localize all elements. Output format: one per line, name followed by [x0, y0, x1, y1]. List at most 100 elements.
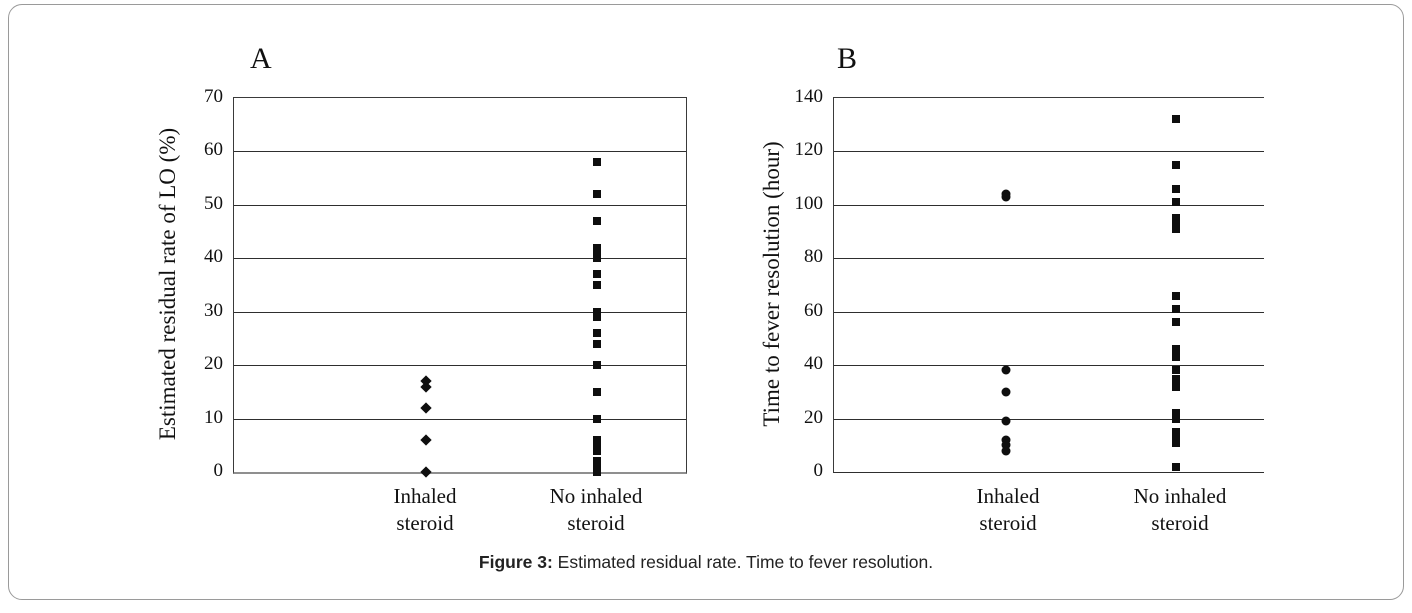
gridline-y-40 — [834, 365, 1264, 367]
gridline-y-10 — [234, 418, 686, 420]
data-point-diamond — [420, 402, 432, 414]
gridline-y-30 — [234, 311, 686, 313]
data-point-square — [1171, 409, 1180, 418]
figure-caption: Figure 3: Estimated residual rate. Time … — [0, 552, 1412, 573]
data-point-square — [1171, 115, 1180, 124]
category-label-line: steroid — [979, 511, 1037, 535]
data-point-circle — [1001, 446, 1011, 456]
data-point-square — [1171, 305, 1180, 314]
category-label-line: steroid — [1151, 511, 1209, 535]
data-point-circle — [1001, 416, 1011, 426]
panel-a-y-axis-title: Estimated residual rate of LO (%) — [155, 127, 180, 441]
data-point-square — [1171, 427, 1180, 436]
data-point-square — [592, 281, 601, 289]
data-point-square — [1171, 353, 1180, 362]
data-point-square — [592, 339, 601, 348]
y-tick-label-60: 60 — [804, 299, 823, 321]
data-point-square — [592, 387, 601, 396]
y-tick-label-10: 10 — [204, 406, 223, 428]
category-label-line: steroid — [567, 511, 625, 535]
data-point-square — [592, 441, 601, 450]
y-tick-label-120: 120 — [794, 139, 824, 161]
y-tick-label-80: 80 — [804, 246, 823, 268]
panel-a-category-no-inhaled-steroid: No inhaled steroid — [521, 483, 671, 537]
y-tick-label-70: 70 — [204, 86, 223, 107]
category-label-line: No inhaled — [1133, 484, 1227, 508]
y-tick-label-40: 40 — [204, 246, 223, 268]
category-label-line: No inhaled — [549, 484, 643, 508]
panel-b-category-no-inhaled-steroid: No inhaled steroid — [1105, 483, 1255, 537]
data-point-diamond — [420, 434, 432, 446]
data-point-square — [1171, 345, 1180, 354]
data-point-square — [1171, 198, 1180, 207]
data-point-square — [592, 435, 601, 444]
data-point-circle — [1001, 440, 1011, 450]
y-tick-label-0: 0 — [813, 460, 824, 481]
data-point-circle — [1001, 365, 1011, 375]
data-point-square — [592, 307, 601, 316]
data-point-square — [1171, 224, 1180, 233]
panel-b-category-inhaled-steroid: Inhaled steroid — [933, 483, 1083, 537]
gridline-y-100 — [834, 204, 1264, 206]
panel-a-plot-area — [233, 97, 687, 478]
data-point-circle — [1001, 435, 1011, 445]
gridline-y-80 — [834, 258, 1264, 260]
data-point-square — [1171, 160, 1180, 169]
data-point-square — [1171, 184, 1180, 193]
data-point-square — [1171, 438, 1180, 447]
data-point-square — [592, 446, 601, 455]
data-point-square — [592, 457, 601, 466]
data-point-square — [1171, 374, 1180, 383]
category-label-line: steroid — [396, 511, 454, 535]
data-point-square — [592, 216, 601, 225]
data-point-square — [1171, 219, 1180, 228]
data-point-square — [1171, 462, 1180, 471]
y-tick-label-50: 50 — [204, 192, 223, 214]
gridline-y-20 — [834, 418, 1264, 420]
gridline-y-60 — [234, 151, 686, 153]
y-tick-label-40: 40 — [804, 353, 823, 375]
panel-a-category-inhaled-steroid: Inhaled steroid — [350, 483, 500, 537]
gridline-y-20 — [234, 365, 686, 367]
caption-text: Estimated residual rate. Time to fever r… — [552, 552, 934, 572]
y-tick-label-20: 20 — [804, 406, 823, 428]
data-point-square — [1171, 382, 1180, 391]
y-tick-label-100: 100 — [794, 192, 824, 214]
gridline-y-50 — [234, 204, 686, 206]
y-tick-label-30: 30 — [204, 299, 223, 321]
data-point-square — [592, 243, 601, 252]
data-point-square — [1171, 366, 1180, 375]
data-point-square — [1171, 214, 1180, 223]
y-tick-label-60: 60 — [204, 139, 223, 161]
y-tick-label-140: 140 — [794, 86, 824, 107]
gridline-y-120 — [834, 151, 1264, 153]
y-tick-label-20: 20 — [204, 353, 223, 375]
data-point-square — [592, 248, 601, 257]
category-label-line: Inhaled — [393, 484, 457, 508]
data-point-square — [1171, 318, 1180, 327]
data-point-circle — [1001, 387, 1011, 397]
panel-a-letter: A — [250, 42, 272, 75]
caption-figure-number: Figure 3: — [478, 552, 553, 572]
panel-b-plot-area — [833, 97, 1264, 473]
data-point-square — [592, 190, 601, 199]
gridline-y-60 — [834, 311, 1264, 313]
panel-b-y-axis-title: Time to fever resolution (hour) — [759, 141, 784, 427]
data-point-square — [592, 468, 601, 476]
data-point-square — [592, 313, 601, 322]
data-point-square — [592, 254, 601, 263]
y-tick-label-0: 0 — [213, 460, 224, 481]
gridline-y-40 — [234, 258, 686, 260]
data-point-square — [592, 158, 601, 167]
data-point-square — [1171, 433, 1180, 442]
category-label-line: Inhaled — [976, 484, 1040, 508]
panel-b-letter: B — [837, 42, 858, 75]
data-point-square — [592, 270, 601, 279]
data-point-square — [592, 414, 601, 423]
data-point-square — [1171, 291, 1180, 300]
data-point-square — [592, 329, 601, 338]
data-point-square — [1171, 414, 1180, 423]
data-point-square — [592, 462, 601, 471]
data-point-circle — [1001, 192, 1011, 202]
